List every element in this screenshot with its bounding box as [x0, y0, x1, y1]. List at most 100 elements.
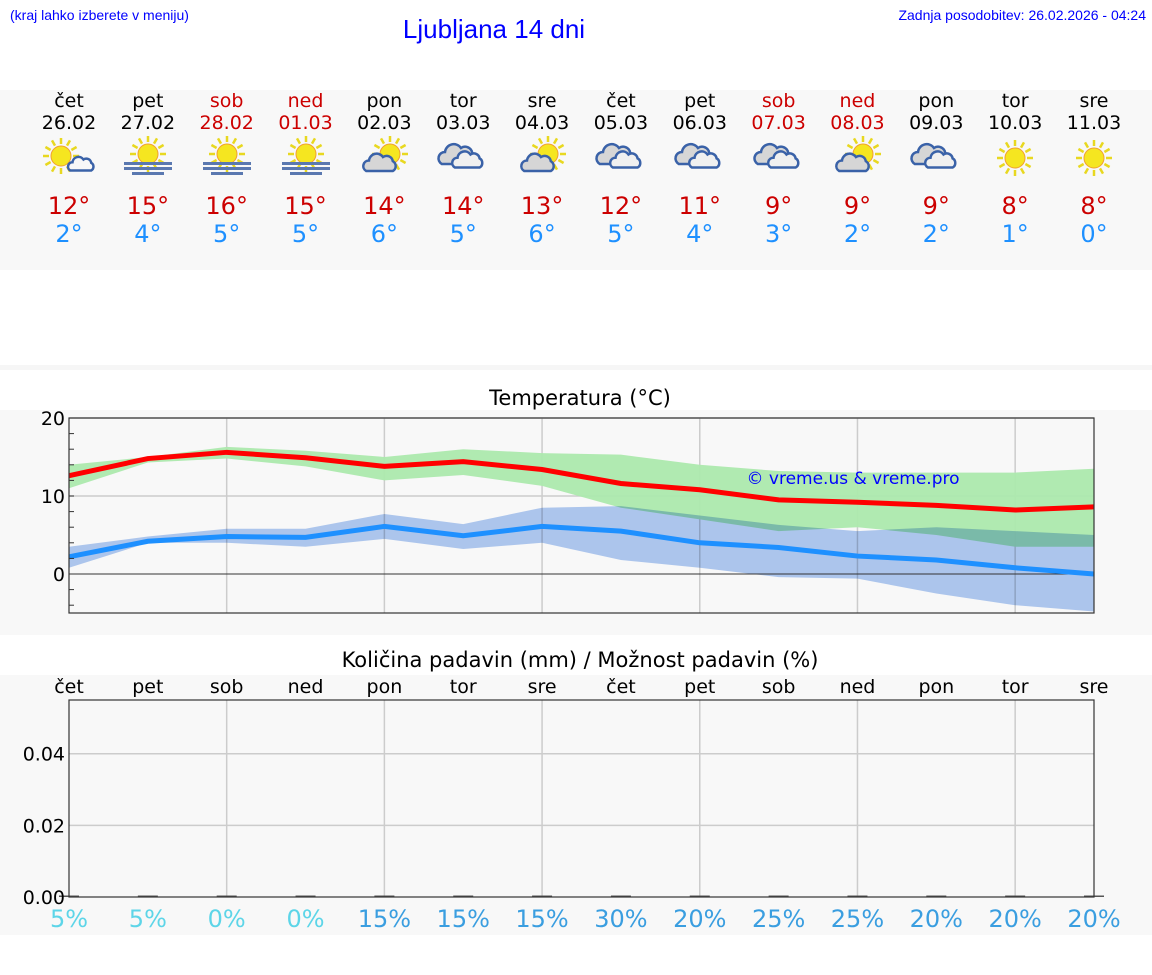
- day-name: pet: [132, 90, 164, 112]
- precip-chance: 15%: [358, 905, 411, 933]
- x-tick-label: pon: [367, 676, 403, 698]
- min-temp: 5°: [213, 220, 241, 248]
- day-column: ned 01.03 15° 5°: [266, 90, 346, 248]
- max-temp: 15°: [284, 192, 327, 220]
- x-tick-label: čet: [54, 676, 84, 698]
- y-tick-label: 10: [41, 486, 65, 508]
- precip-chance: 25%: [752, 905, 805, 933]
- max-temp: 14°: [363, 192, 406, 220]
- y-tick-label: 0.00: [23, 887, 65, 909]
- day-name: pon: [918, 90, 955, 112]
- precip-chart-bg: [0, 675, 1152, 935]
- precip-bar: [295, 895, 316, 897]
- day-column: tor 10.03 8° 1°: [975, 90, 1055, 248]
- y-tick-label: 0.04: [23, 744, 65, 766]
- y-tick-label: 0: [53, 564, 65, 586]
- day-name: sre: [1079, 90, 1109, 112]
- divider: [0, 365, 1152, 370]
- day-date: 05.03: [593, 112, 649, 134]
- watermark: © vreme.us & vreme.pro: [746, 469, 959, 489]
- precip-chance: 5%: [50, 905, 88, 933]
- x-tick-label: sre: [1080, 676, 1109, 698]
- plot-frame: [68, 417, 1095, 614]
- x-tick-label: ned: [840, 676, 876, 698]
- min-temp: 4°: [686, 220, 714, 248]
- cloudy-icon: [437, 142, 484, 169]
- day-date: 27.02: [120, 112, 176, 134]
- sun-fog-icon: [281, 136, 330, 175]
- cloud-sun-icon: [835, 136, 882, 173]
- day-date: 10.03: [987, 112, 1043, 134]
- day-name: tor: [449, 90, 477, 112]
- day-name: pet: [684, 90, 716, 112]
- day-date: 26.02: [41, 112, 97, 134]
- day-column: čet 26.02 12° 2°: [29, 90, 109, 248]
- day-name: čet: [606, 90, 636, 112]
- day-date: 09.03: [909, 112, 964, 134]
- location-menu-hint: (kraj lahko izberete v meniju): [10, 7, 189, 23]
- day-name: tor: [1001, 90, 1029, 112]
- day-date: 04.03: [514, 112, 570, 134]
- last-updated: Zadnja posodobitev: 26.02.2026 - 04:24: [898, 7, 1146, 23]
- max-temp: 14°: [441, 192, 485, 220]
- precipitation-chart-title: Količina padavin (mm) / Možnost padavin …: [341, 648, 819, 672]
- precip-bar: [610, 895, 631, 897]
- day-name: pon: [366, 90, 403, 112]
- cloudy-icon: [595, 142, 642, 169]
- min-temp: 5°: [607, 220, 635, 248]
- max-temp: 11°: [678, 192, 722, 220]
- max-temp: 9°: [843, 192, 872, 220]
- precip-bar: [847, 895, 868, 897]
- min-temp: 1°: [1001, 220, 1029, 248]
- max-temp: 16°: [205, 192, 248, 220]
- sunny-icon: [1076, 140, 1112, 176]
- daily-forecast-band: [0, 90, 1152, 270]
- min-temp: 3°: [764, 220, 793, 248]
- x-tick-label: pet: [684, 676, 715, 698]
- sun-small-cloud-icon: [43, 138, 95, 174]
- day-date: 28.02: [199, 112, 254, 134]
- precip-bar: [216, 895, 237, 897]
- day-name: ned: [287, 90, 324, 112]
- x-tick-label: pet: [132, 676, 163, 698]
- precip-chance: 20%: [988, 905, 1041, 933]
- min-temp: 2°: [843, 220, 872, 248]
- day-name: sob: [209, 90, 244, 112]
- y-tick-label: 0.02: [23, 815, 65, 837]
- day-name: čet: [54, 90, 84, 112]
- min-temp: 2°: [922, 220, 950, 248]
- y-tick-label: 20: [41, 408, 65, 430]
- precip-chance: 15%: [515, 905, 568, 933]
- max-temp-line: [68, 449, 1095, 513]
- day-column: pon 02.03 14° 6°: [344, 90, 424, 248]
- day-name: ned: [839, 90, 876, 112]
- min-temp: 6°: [370, 220, 399, 248]
- max-temp: 15°: [126, 192, 170, 220]
- max-temp: 9°: [764, 192, 793, 220]
- sunny-icon: [997, 140, 1034, 176]
- min-temp: 0°: [1080, 220, 1108, 248]
- x-tick-label: sre: [528, 676, 557, 698]
- precip-chance: 30%: [594, 905, 647, 933]
- day-name: sob: [761, 90, 796, 112]
- x-tick-label: tor: [1002, 676, 1029, 698]
- cloud-sun-icon: [520, 136, 567, 173]
- max-temp: 9°: [922, 192, 950, 220]
- plot-frame: [68, 699, 1095, 898]
- precip-chance: 20%: [1067, 905, 1120, 933]
- cloud-sun-icon: [362, 136, 409, 173]
- day-date: 06.03: [672, 112, 727, 134]
- day-date: 01.03: [278, 112, 333, 134]
- precip-chance: 5%: [129, 905, 167, 933]
- precip-bar: [689, 895, 710, 897]
- day-column: čet 05.03 12° 5°: [581, 90, 661, 248]
- cloudy-icon: [910, 142, 957, 169]
- precip-bar: [453, 895, 474, 897]
- precip-bar: [1005, 895, 1026, 897]
- sun-fog-icon: [202, 136, 251, 175]
- precip-bar: [532, 895, 553, 897]
- precip-chance: 20%: [910, 905, 963, 933]
- x-tick-label: tor: [450, 676, 477, 698]
- min-temp: 5°: [291, 220, 320, 248]
